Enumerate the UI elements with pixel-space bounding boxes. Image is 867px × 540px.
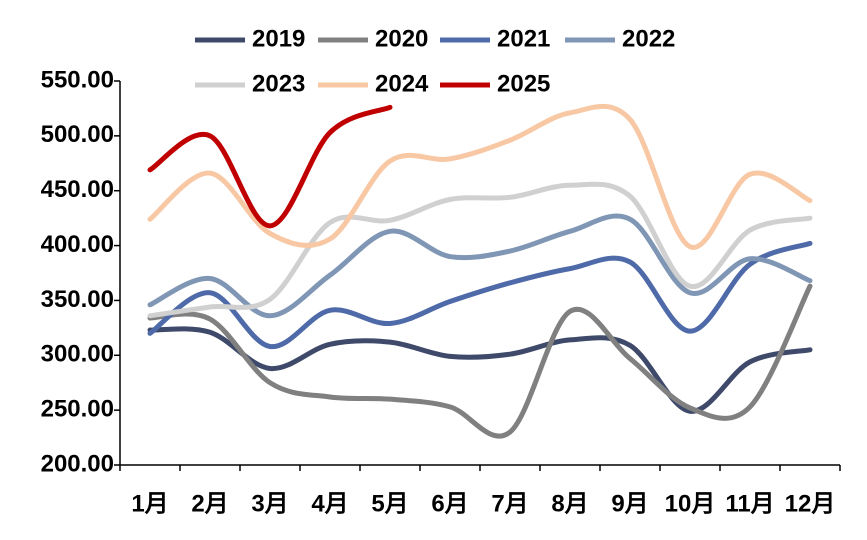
x-tick-label: 11月 (725, 490, 774, 517)
x-tick-label: 1月 (131, 490, 168, 517)
x-tick-label: 2月 (191, 490, 228, 517)
y-tick-label: 400.00 (41, 231, 114, 258)
x-tick-label: 12月 (785, 490, 836, 517)
y-tick-label: 350.00 (41, 286, 114, 313)
y-tick-label: 550.00 (41, 66, 114, 93)
legend-label: 2024 (375, 70, 429, 97)
legend-label: 2021 (497, 25, 550, 52)
x-tick-label: 3月 (251, 490, 288, 517)
x-tick-label: 4月 (311, 490, 348, 517)
y-tick-label: 250.00 (41, 395, 114, 422)
series-line (147, 104, 393, 229)
y-tick-label: 450.00 (41, 176, 114, 203)
x-tick-label: 8月 (551, 490, 588, 517)
legend-label: 2025 (497, 70, 550, 97)
x-tick-label: 9月 (611, 490, 648, 517)
series-line (147, 181, 813, 319)
series-line (147, 213, 813, 319)
series-line (147, 283, 813, 439)
x-tick-label: 5月 (371, 490, 408, 517)
y-tick-label: 200.00 (41, 450, 114, 477)
x-tick-label: 6月 (431, 490, 468, 517)
legend-label: 2023 (252, 70, 305, 97)
legend-label: 2020 (375, 25, 428, 52)
y-tick-label: 500.00 (41, 121, 114, 148)
series-line (147, 103, 813, 250)
legend-label: 2022 (622, 25, 675, 52)
series-line (147, 326, 813, 414)
x-tick-label: 7月 (491, 490, 528, 517)
series-line (147, 240, 813, 350)
y-tick-label: 300.00 (41, 341, 114, 368)
legend-label: 2019 (252, 25, 305, 52)
x-tick-label: 10月 (665, 490, 716, 517)
